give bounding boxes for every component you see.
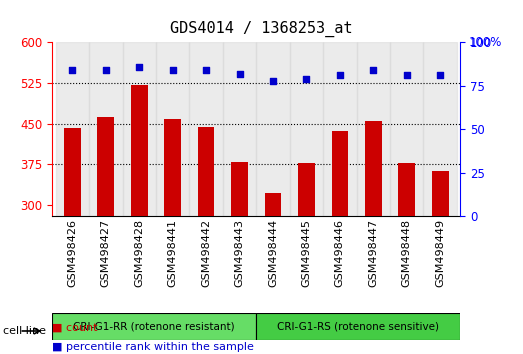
Bar	[390, 42, 424, 216]
Point	[202, 67, 210, 73]
Bar	[332, 131, 348, 216]
Bar	[265, 193, 281, 216]
Bar	[97, 117, 114, 216]
FancyBboxPatch shape	[52, 313, 256, 340]
FancyBboxPatch shape	[256, 313, 460, 340]
Bar	[223, 42, 256, 216]
Bar	[231, 162, 248, 216]
Point	[336, 73, 344, 78]
Bar	[432, 171, 449, 216]
Bar	[399, 163, 415, 216]
Point	[235, 71, 244, 76]
Bar	[131, 85, 147, 216]
Bar	[164, 119, 181, 216]
Bar	[122, 42, 156, 216]
Point	[68, 67, 76, 73]
Bar	[424, 42, 457, 216]
Bar	[64, 128, 81, 216]
Point	[168, 67, 177, 73]
Bar	[256, 42, 290, 216]
Text: CRI-G1-RR (rotenone resistant): CRI-G1-RR (rotenone resistant)	[73, 321, 235, 332]
Point	[403, 73, 411, 78]
Point	[101, 67, 110, 73]
Text: 100%: 100%	[469, 36, 502, 49]
Point	[269, 78, 277, 84]
Text: GDS4014 / 1368253_at: GDS4014 / 1368253_at	[170, 21, 353, 38]
Bar	[189, 42, 223, 216]
Bar	[365, 120, 382, 216]
Text: ■ count: ■ count	[52, 323, 98, 333]
Bar	[357, 42, 390, 216]
Point	[135, 64, 143, 70]
Bar	[156, 42, 189, 216]
Point	[302, 76, 311, 82]
Point	[369, 67, 378, 73]
Point	[436, 73, 445, 78]
Bar	[290, 42, 323, 216]
Text: cell line: cell line	[3, 326, 46, 336]
Text: CRI-G1-RS (rotenone sensitive): CRI-G1-RS (rotenone sensitive)	[277, 321, 439, 332]
Bar	[89, 42, 122, 216]
Bar	[298, 163, 315, 216]
Text: ■ percentile rank within the sample: ■ percentile rank within the sample	[52, 342, 254, 352]
Bar	[323, 42, 357, 216]
Bar	[55, 42, 89, 216]
Bar	[198, 127, 214, 216]
